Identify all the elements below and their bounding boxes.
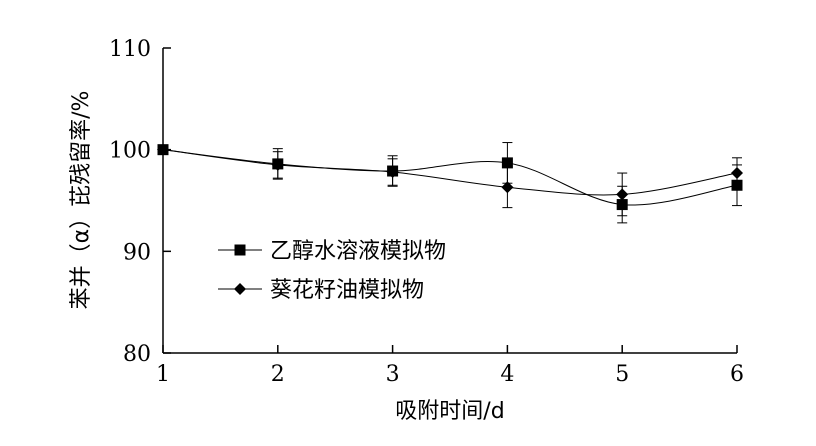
y-tick-label: 100	[109, 139, 151, 164]
data-point-diamond	[616, 188, 629, 201]
data-point-diamond	[271, 158, 284, 171]
legend-label-ethanol: 乙醇水溶液模拟物	[270, 239, 446, 264]
data-point-diamond	[157, 143, 169, 156]
x-axis: 1 2 3 4 5 6	[156, 345, 744, 387]
y-axis-title: 苯并（α）芘残留率/%	[69, 91, 94, 310]
x-axis-title: 吸附时间/d	[395, 399, 504, 424]
y-ticks: 80 90 100 110	[109, 37, 171, 367]
legend-item-oil: 葵花籽油模拟物	[218, 278, 424, 303]
series-oil	[157, 143, 743, 217]
data-point-square	[501, 157, 513, 169]
legend-item-ethanol: 乙醇水溶液模拟物	[218, 239, 446, 264]
x-tick-label: 2	[271, 362, 285, 387]
legend-label-oil: 葵花籽油模拟物	[270, 278, 424, 303]
x-tick-label: 4	[500, 362, 514, 387]
x-tick-label: 5	[615, 362, 629, 387]
data-point-diamond	[731, 167, 743, 180]
legend: 乙醇水溶液模拟物 葵花籽油模拟物	[218, 239, 446, 303]
series-line	[162, 149, 738, 206]
legend-marker-square	[234, 244, 246, 256]
y-tick-label: 90	[123, 240, 151, 265]
series-line	[162, 149, 738, 196]
data-point-diamond	[501, 181, 514, 194]
y-axis: 80 90 100 110	[109, 37, 171, 367]
y-tick-label: 110	[109, 37, 151, 62]
series-layer	[157, 142, 743, 224]
y-tick-label: 80	[123, 342, 151, 367]
x-tick-label: 1	[156, 362, 170, 387]
data-point-diamond	[386, 166, 399, 179]
x-tick-label: 3	[386, 362, 400, 387]
series-ethanol	[157, 142, 743, 224]
legend-marker-diamond	[234, 283, 246, 295]
x-tick-label: 6	[730, 362, 744, 387]
x-ticks: 1 2 3 4 5 6	[156, 345, 744, 387]
